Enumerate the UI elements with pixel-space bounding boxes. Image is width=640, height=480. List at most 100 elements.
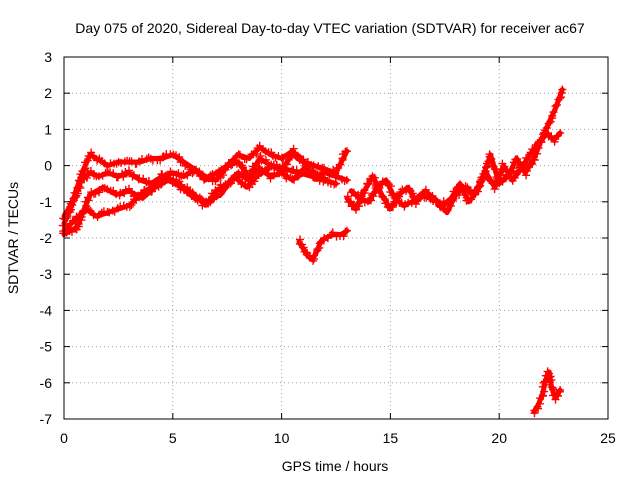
y-tick-label: -3 bbox=[40, 266, 53, 282]
x-tick-label: 20 bbox=[491, 430, 507, 446]
data-point-plus bbox=[523, 166, 531, 175]
data-point-plus bbox=[391, 198, 400, 207]
data-point-plus bbox=[299, 243, 308, 252]
data-point-plus bbox=[556, 94, 564, 103]
data-point-plus bbox=[556, 386, 565, 395]
data-point-plus bbox=[321, 176, 330, 185]
data-point-plus bbox=[342, 176, 351, 185]
data-point-plus bbox=[522, 171, 531, 180]
y-tick-label: -6 bbox=[40, 375, 53, 391]
data-point-plus bbox=[556, 93, 565, 102]
data-point-plus bbox=[121, 167, 130, 176]
data-point-plus bbox=[289, 144, 298, 153]
x-axis-label: GPS time / hours bbox=[282, 458, 389, 474]
data-point-plus bbox=[493, 176, 502, 185]
data-point-plus bbox=[125, 202, 134, 211]
data-point-plus bbox=[287, 149, 296, 158]
data-point-plus bbox=[83, 193, 92, 202]
data-point-plus bbox=[134, 192, 143, 201]
y-tick-label: 2 bbox=[44, 85, 52, 101]
data-point-plus bbox=[144, 176, 153, 185]
data-point-plus bbox=[540, 387, 549, 396]
data-point-plus bbox=[452, 189, 461, 198]
data-point-plus bbox=[256, 151, 265, 160]
data-point-plus bbox=[367, 196, 375, 205]
data-point-plus bbox=[95, 186, 104, 194]
data-point-plus bbox=[323, 234, 332, 242]
data-point-plus bbox=[421, 185, 430, 194]
data-point-plus bbox=[242, 166, 250, 175]
data-point-plus bbox=[117, 158, 126, 167]
data-point-plus bbox=[275, 163, 284, 172]
data-layer bbox=[58, 85, 567, 418]
data-point-plus bbox=[257, 156, 266, 165]
data-point-plus bbox=[548, 111, 557, 120]
data-point-plus bbox=[228, 176, 237, 185]
y-tick-label: 0 bbox=[44, 158, 52, 174]
y-tick-label: -4 bbox=[40, 302, 53, 318]
data-point-plus bbox=[129, 171, 138, 179]
data-point-plus bbox=[321, 166, 329, 175]
series-track-c bbox=[59, 149, 351, 236]
data-point-plus bbox=[554, 392, 562, 400]
data-point-plus bbox=[148, 187, 156, 196]
y-tick-label: -2 bbox=[40, 230, 53, 246]
data-point-plus bbox=[514, 167, 523, 176]
data-point-plus bbox=[79, 206, 88, 215]
data-point-plus bbox=[553, 100, 561, 109]
data-point-plus bbox=[393, 194, 402, 203]
data-point-plus bbox=[336, 160, 345, 169]
data-point-plus bbox=[91, 189, 100, 198]
data-point-plus bbox=[388, 189, 397, 198]
data-point-plus bbox=[342, 226, 351, 235]
data-point-plus bbox=[157, 170, 166, 179]
data-point-plus bbox=[251, 174, 260, 183]
data-point-plus bbox=[525, 155, 534, 164]
data-point-plus bbox=[266, 174, 275, 183]
data-point-plus bbox=[551, 102, 560, 111]
data-point-plus bbox=[200, 175, 209, 184]
data-point-plus bbox=[467, 191, 476, 200]
data-point-plus bbox=[513, 168, 521, 177]
data-point-plus bbox=[125, 166, 133, 175]
data-point-plus bbox=[160, 176, 169, 185]
data-point-plus bbox=[83, 156, 92, 165]
data-point-plus bbox=[477, 176, 486, 185]
data-point-plus bbox=[120, 189, 129, 198]
data-point-plus bbox=[481, 166, 490, 175]
data-point-plus bbox=[558, 85, 567, 94]
data-point-plus bbox=[261, 155, 270, 164]
data-point-plus bbox=[127, 201, 136, 210]
data-point-plus bbox=[360, 186, 369, 195]
data-point-plus bbox=[284, 155, 293, 164]
data-point-plus bbox=[296, 169, 305, 178]
data-point-plus bbox=[128, 172, 137, 181]
data-point-plus bbox=[138, 193, 147, 202]
data-point-plus bbox=[500, 162, 509, 171]
data-point-plus bbox=[510, 173, 519, 182]
data-point-plus bbox=[175, 153, 184, 161]
data-point-plus bbox=[539, 392, 548, 401]
data-point-plus bbox=[299, 155, 308, 164]
data-point-plus bbox=[103, 185, 112, 194]
data-point-plus bbox=[196, 172, 204, 181]
tick-layer: 0 5 10 15 20 25 -7 -6 -5 -4 -3 -2 -1 0 1 2 3 bbox=[40, 49, 616, 446]
data-point-plus bbox=[381, 178, 390, 187]
series-track-e bbox=[295, 226, 351, 265]
data-point-plus bbox=[81, 205, 90, 214]
data-point-plus bbox=[267, 162, 276, 171]
data-point-plus bbox=[520, 158, 529, 167]
data-point-plus bbox=[315, 176, 324, 185]
data-point-plus bbox=[236, 150, 244, 159]
data-point-plus bbox=[208, 195, 217, 204]
data-point-plus bbox=[457, 182, 466, 191]
y-tick-label: -7 bbox=[40, 411, 53, 427]
data-point-plus bbox=[339, 232, 348, 241]
data-point-plus bbox=[219, 171, 227, 180]
data-point-plus bbox=[475, 182, 484, 191]
y-tick-label: -5 bbox=[40, 339, 53, 355]
data-point-plus bbox=[309, 256, 318, 265]
data-point-plus bbox=[119, 172, 128, 181]
